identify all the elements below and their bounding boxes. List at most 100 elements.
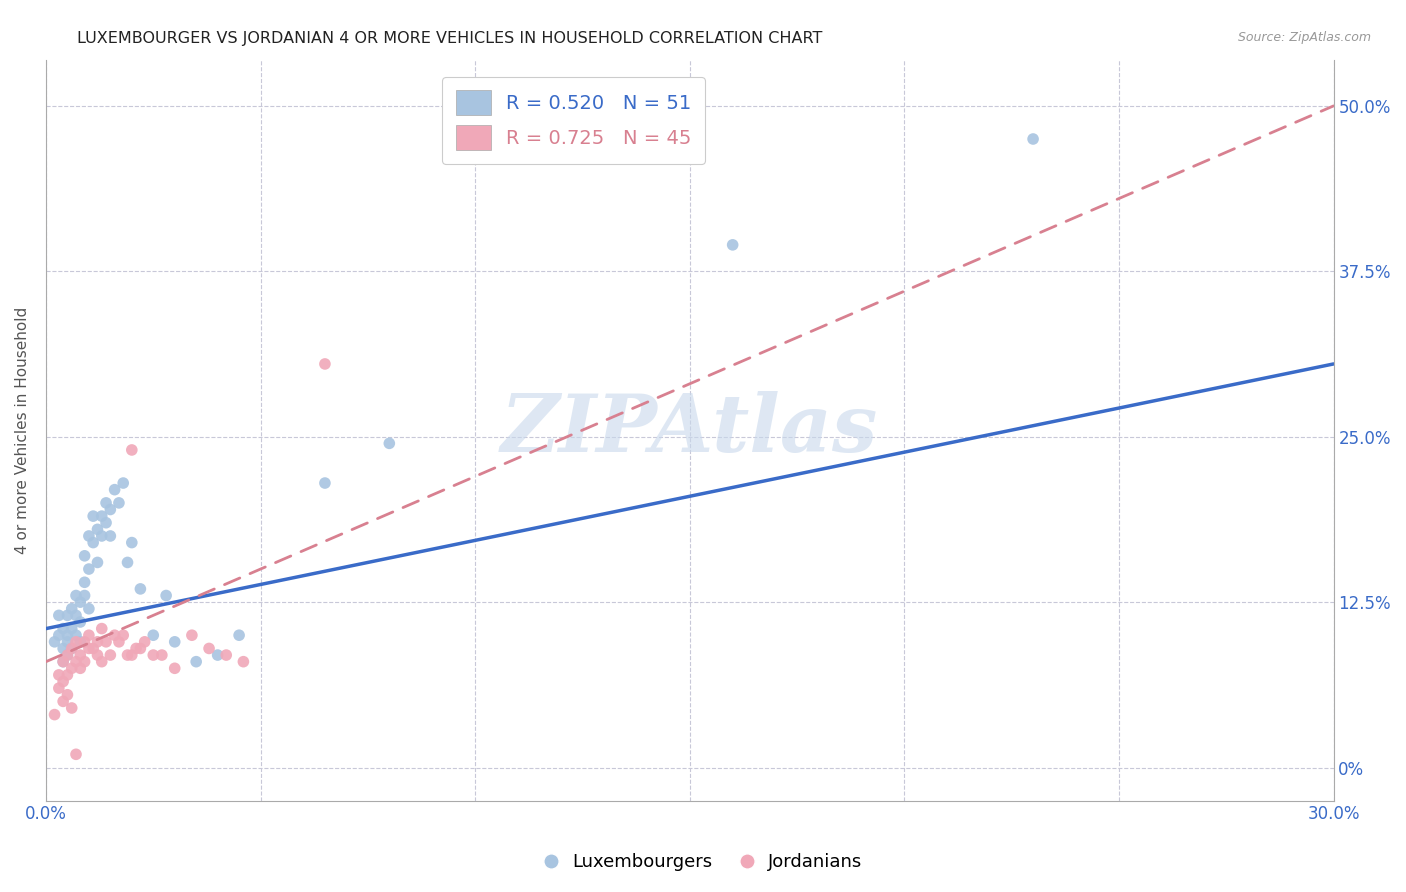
Point: [82, 509, 104, 524]
Point: [94, 516, 117, 530]
Point: [73, 575, 96, 590]
Point: [56, 608, 79, 623]
Point: [60, 601, 83, 615]
Point: [98, 648, 121, 662]
Point: [60, 622, 83, 636]
Point: [56, 635, 79, 649]
Point: [98, 529, 121, 543]
Point: [163, 661, 186, 675]
Point: [77, 601, 100, 615]
Point: [77, 641, 100, 656]
Text: ZIPAtlas: ZIPAtlas: [501, 392, 879, 469]
Point: [86, 635, 108, 649]
Point: [86, 522, 108, 536]
Point: [121, 648, 143, 662]
Point: [73, 635, 96, 649]
Point: [155, 589, 177, 603]
Point: [69, 595, 91, 609]
Point: [94, 496, 117, 510]
Y-axis label: 4 or more Vehicles in Household: 4 or more Vehicles in Household: [15, 307, 30, 554]
Point: [77, 529, 100, 543]
Point: [180, 628, 202, 642]
Point: [69, 648, 91, 662]
Point: [90, 655, 112, 669]
Point: [721, 238, 744, 252]
Point: [65, 747, 87, 762]
Point: [163, 635, 186, 649]
Point: [69, 635, 91, 649]
Point: [198, 641, 221, 656]
Point: [104, 628, 127, 642]
Point: [108, 496, 131, 510]
Point: [52, 655, 75, 669]
Point: [90, 529, 112, 543]
Point: [94, 635, 117, 649]
Point: [69, 615, 91, 629]
Point: [73, 549, 96, 563]
Point: [86, 648, 108, 662]
Point: [65, 589, 87, 603]
Point: [82, 535, 104, 549]
Point: [60, 641, 83, 656]
Point: [314, 357, 336, 371]
Point: [98, 502, 121, 516]
Point: [48, 681, 70, 695]
Point: [48, 668, 70, 682]
Point: [125, 641, 148, 656]
Point: [60, 661, 83, 675]
Point: [90, 622, 112, 636]
Point: [150, 648, 173, 662]
Point: [60, 701, 83, 715]
Point: [44, 635, 66, 649]
Point: [65, 628, 87, 642]
Legend: Luxembourgers, Jordanians: Luxembourgers, Jordanians: [536, 847, 870, 879]
Point: [52, 641, 75, 656]
Point: [48, 628, 70, 642]
Point: [207, 648, 229, 662]
Point: [1022, 132, 1045, 146]
Point: [77, 628, 100, 642]
Point: [186, 655, 208, 669]
Point: [104, 483, 127, 497]
Point: [142, 648, 165, 662]
Point: [52, 694, 75, 708]
Point: [73, 655, 96, 669]
Point: [73, 589, 96, 603]
Point: [65, 635, 87, 649]
Point: [52, 622, 75, 636]
Point: [121, 442, 143, 457]
Point: [129, 641, 152, 656]
Point: [117, 648, 139, 662]
Point: [142, 628, 165, 642]
Point: [77, 562, 100, 576]
Point: [56, 668, 79, 682]
Point: [86, 556, 108, 570]
Point: [56, 648, 79, 662]
Point: [378, 436, 401, 450]
Point: [228, 628, 250, 642]
Point: [82, 641, 104, 656]
Point: [65, 655, 87, 669]
Point: [134, 635, 156, 649]
Point: [60, 641, 83, 656]
Text: Source: ZipAtlas.com: Source: ZipAtlas.com: [1237, 31, 1371, 45]
Point: [108, 635, 131, 649]
Point: [121, 535, 143, 549]
Point: [56, 648, 79, 662]
Point: [117, 556, 139, 570]
Point: [65, 608, 87, 623]
Point: [69, 661, 91, 675]
Point: [215, 648, 238, 662]
Point: [48, 608, 70, 623]
Point: [112, 628, 135, 642]
Point: [44, 707, 66, 722]
Point: [314, 476, 336, 491]
Legend: R = 0.520   N = 51, R = 0.725   N = 45: R = 0.520 N = 51, R = 0.725 N = 45: [441, 77, 706, 163]
Point: [112, 476, 135, 491]
Point: [52, 674, 75, 689]
Point: [56, 628, 79, 642]
Point: [129, 582, 152, 596]
Text: LUXEMBOURGER VS JORDANIAN 4 OR MORE VEHICLES IN HOUSEHOLD CORRELATION CHART: LUXEMBOURGER VS JORDANIAN 4 OR MORE VEHI…: [77, 31, 823, 46]
Point: [56, 688, 79, 702]
Point: [90, 509, 112, 524]
